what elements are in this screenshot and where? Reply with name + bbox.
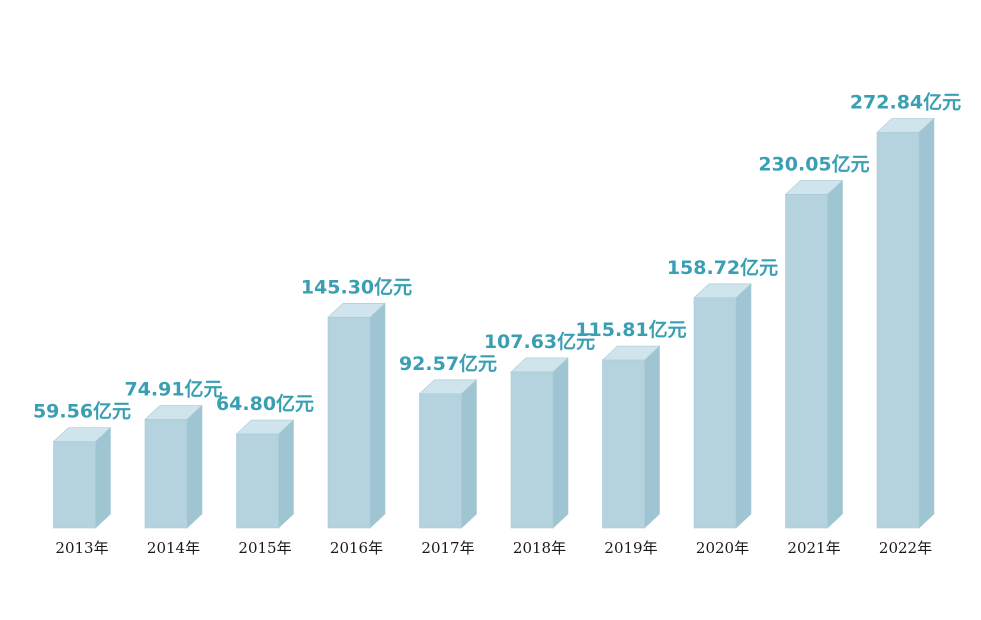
value-label: 230.05亿元 <box>758 152 869 175</box>
bar-side-face <box>369 302 386 529</box>
value-label: 92.57亿元 <box>399 352 497 375</box>
bar-side-face <box>95 426 111 529</box>
bar-side-face <box>735 283 752 529</box>
bars-layer <box>52 117 935 529</box>
bar <box>144 404 203 529</box>
bar <box>784 179 844 529</box>
bar-front-face <box>510 371 554 529</box>
x-tick-label: 2018年 <box>513 539 566 557</box>
bar-side-face <box>278 419 294 529</box>
bar-front-face <box>236 433 279 529</box>
bar-side-face <box>552 357 569 529</box>
bar-front-face <box>785 194 828 529</box>
bar <box>693 283 752 529</box>
x-tick-label: 2021年 <box>787 539 840 557</box>
bar-side-face <box>186 404 203 529</box>
bar-front-face <box>602 359 645 529</box>
bar <box>418 379 478 529</box>
x-tick-label: 2014年 <box>147 539 200 557</box>
value-label: 64.80亿元 <box>216 392 314 415</box>
bar <box>876 117 935 529</box>
value-label: 145.30亿元 <box>301 275 412 298</box>
bar-side-face <box>918 117 935 529</box>
value-label: 272.84亿元 <box>850 90 961 113</box>
x-tick-label: 2022年 <box>879 539 932 557</box>
bar-front-face <box>876 132 920 529</box>
x-tick-label: 2013年 <box>55 539 108 557</box>
bar <box>235 419 295 529</box>
value-label: 59.56亿元 <box>33 400 131 423</box>
bar-front-face <box>144 419 188 529</box>
value-label: 115.81亿元 <box>575 318 686 341</box>
bar-front-face <box>693 297 737 529</box>
bar <box>327 302 386 529</box>
x-axis-labels: 2013年 2014年 2015年 2016年 2017年 2018年 2019年 2020年… <box>55 539 932 557</box>
bar <box>52 426 112 529</box>
bar-side-face <box>827 179 843 529</box>
value-label: 107.63亿元 <box>484 330 595 353</box>
bar-side-face <box>461 379 477 529</box>
bar <box>510 357 569 529</box>
x-tick-label: 2016年 <box>330 539 383 557</box>
x-tick-label: 2015年 <box>238 539 291 557</box>
x-tick-label: 2020年 <box>696 539 749 557</box>
x-tick-label: 2019年 <box>604 539 657 557</box>
bar-front-face <box>419 393 462 529</box>
bar-front-face <box>327 317 371 529</box>
bar-side-face <box>644 345 660 529</box>
value-label: 158.72亿元 <box>667 256 778 279</box>
x-tick-label: 2017年 <box>421 539 474 557</box>
bar <box>601 345 661 529</box>
value-label: 74.91亿元 <box>124 377 222 400</box>
bar-front-face <box>53 441 96 529</box>
